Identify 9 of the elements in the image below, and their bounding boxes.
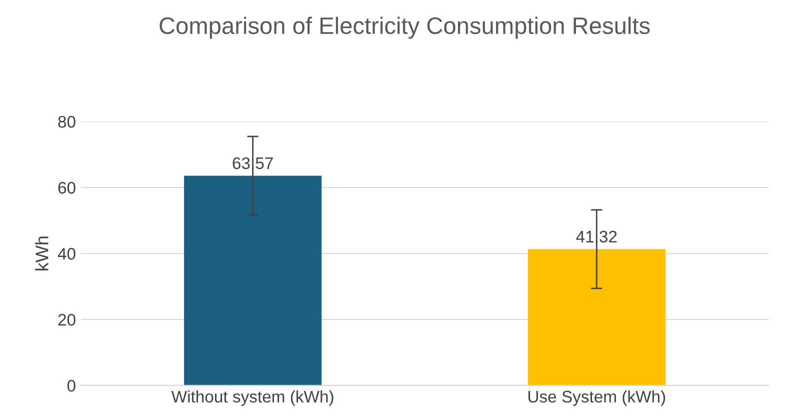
chart-title: Comparison of Electricity Consumption Results [160, 16, 650, 39]
y-tick-label: 60 [58, 182, 76, 194]
x-tick-label: Use System (kWh) [528, 390, 666, 406]
y-tick-label: 0 [67, 380, 76, 392]
y-tick-label: 40 [58, 248, 76, 260]
y-axis-title: kWh [35, 236, 48, 270]
y-tick-label: 80 [58, 116, 76, 128]
y-tick-label: 20 [58, 314, 76, 326]
x-tick-label: Without system (kWh) [171, 390, 334, 406]
